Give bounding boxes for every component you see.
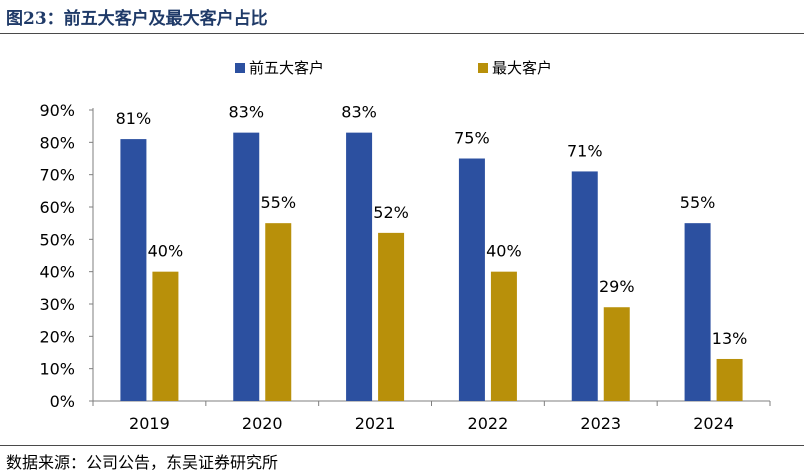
x-tick-label: 2024 <box>693 414 734 433</box>
y-tick-label: 10% <box>39 360 75 379</box>
bar-top5 <box>233 132 260 401</box>
x-tick-label: 2022 <box>468 414 509 433</box>
legend-label: 前五大客户 <box>249 59 324 77</box>
x-tick-label: 2019 <box>129 414 170 433</box>
top-rule <box>0 33 804 34</box>
bar-top1 <box>490 271 517 401</box>
data-label: 29% <box>599 277 635 296</box>
data-label: 75% <box>454 129 490 148</box>
x-tick-label: 2023 <box>580 414 621 433</box>
bar-top1 <box>152 271 179 401</box>
y-tick-label: 40% <box>39 263 75 282</box>
y-tick-label: 30% <box>39 295 75 314</box>
x-tick-label: 2020 <box>242 414 283 433</box>
data-label: 81% <box>116 109 152 128</box>
x-tick-label: 2021 <box>355 414 396 433</box>
legend-swatch <box>235 63 245 73</box>
legend-label: 最大客户 <box>492 59 552 77</box>
bar-top1 <box>265 223 292 401</box>
bottom-rule <box>0 445 804 446</box>
data-label: 40% <box>486 242 522 261</box>
y-tick-label: 50% <box>39 230 75 249</box>
data-label: 83% <box>228 103 264 122</box>
figure-title: 图23：前五大客户及最大客户占比 <box>6 9 268 29</box>
y-tick-label: 90% <box>39 101 75 120</box>
bar-top5 <box>120 139 147 401</box>
legend-swatch <box>478 63 488 73</box>
bar-top5 <box>346 132 373 401</box>
bar-top1 <box>716 358 743 401</box>
y-tick-label: 80% <box>39 133 75 152</box>
bar-top1 <box>603 307 630 401</box>
data-label: 52% <box>373 203 409 222</box>
bar-top5 <box>571 171 598 401</box>
data-label: 55% <box>260 193 296 212</box>
data-label: 83% <box>341 103 377 122</box>
y-tick-label: 70% <box>39 166 75 185</box>
y-tick-label: 0% <box>50 392 75 411</box>
y-tick-label: 20% <box>39 327 75 346</box>
bar-top5 <box>684 223 711 401</box>
source-note: 数据来源：公司公告，东吴证券研究所 <box>6 453 279 472</box>
data-label: 71% <box>567 141 603 160</box>
data-label: 40% <box>148 242 184 261</box>
y-tick-label: 60% <box>39 198 75 217</box>
data-label: 13% <box>712 329 748 348</box>
data-label: 55% <box>680 193 716 212</box>
bar-top5 <box>458 158 485 401</box>
bar-top1 <box>378 232 405 401</box>
